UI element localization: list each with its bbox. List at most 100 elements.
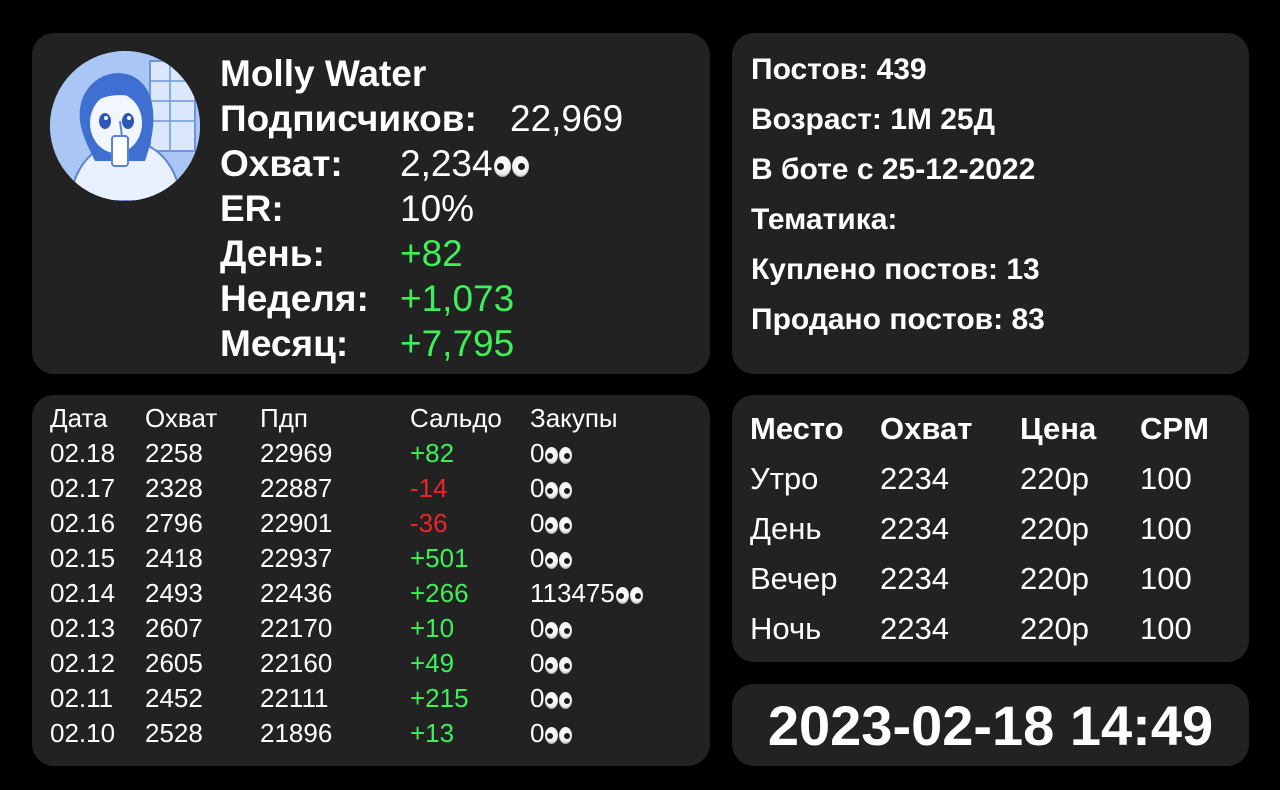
subscribers-label: Подписчиков:: [220, 98, 477, 139]
eyes-icon: [544, 481, 573, 499]
reach-value: 2,234: [400, 143, 493, 184]
history-header-date: Дата: [50, 403, 108, 433]
history-header-subs: Пдп: [260, 403, 308, 433]
date-cell: 02.17: [50, 473, 116, 503]
balance-cell: +13: [410, 718, 455, 748]
day-value: +82: [400, 233, 463, 274]
reach-cell: 2234: [880, 611, 949, 646]
week-value: +1,073: [400, 278, 515, 319]
price-header-price: Цена: [1020, 411, 1097, 446]
reach-cell: 2234: [880, 461, 949, 496]
avatar: [50, 51, 200, 201]
datetime-card: 2023-02-18 14:49: [732, 684, 1249, 766]
price-cell: 220р: [1020, 461, 1089, 496]
purchases-cell: 0: [530, 718, 573, 748]
cpm-cell: 100: [1140, 511, 1192, 546]
reach-cell: 2493: [145, 578, 203, 608]
purchases-value: 113475: [530, 578, 615, 608]
slot-cell: Утро: [750, 461, 819, 496]
date-cell: 02.10: [50, 718, 116, 748]
date-cell: 02.12: [50, 648, 116, 678]
subs-cell: 22901: [260, 508, 333, 538]
balance-cell: +215: [410, 683, 469, 713]
slot-cell: Вечер: [750, 561, 838, 596]
subscribers-value: 22,969: [510, 98, 624, 139]
reach-cell: 2607: [145, 613, 203, 643]
balance-cell: -36: [410, 508, 448, 538]
cpm-cell: 100: [1140, 611, 1192, 646]
price-header-reach: Охват: [880, 411, 973, 446]
cpm-cell: 100: [1140, 561, 1192, 596]
balance-cell: -14: [410, 473, 448, 503]
reach-label: Охват:: [220, 143, 343, 184]
month-value: +7,795: [400, 323, 515, 364]
balance-cell: +82: [410, 438, 455, 468]
reach-cell: 2258: [145, 438, 203, 468]
subs-cell: 22887: [260, 473, 333, 503]
eyes-icon: [544, 656, 573, 674]
reach-cell: 2452: [145, 683, 203, 713]
reach-cell: 2234: [880, 511, 949, 546]
reach-cell: 2528: [145, 718, 203, 748]
cpm-cell: 100: [1140, 461, 1192, 496]
purchases-cell: 0: [530, 613, 573, 643]
price-cell: 220р: [1020, 561, 1089, 596]
purchases-value: 0: [530, 508, 545, 538]
subs-cell: 22170: [260, 613, 333, 643]
purchases-cell: 0: [530, 683, 573, 713]
eyes-icon: [615, 586, 643, 604]
eyes-icon: [544, 516, 573, 534]
bought-posts: Куплено постов: 13: [751, 253, 1040, 286]
reach-cell: 2418: [145, 543, 203, 573]
eyes-icon: [544, 726, 573, 744]
channel-age: Возраст: 1М 25Д: [751, 103, 995, 136]
balance-cell: +10: [410, 613, 455, 643]
history-header-reach: Охват: [145, 403, 218, 433]
price-header-cpm: CPM: [1140, 411, 1209, 446]
topic-label: Тематика:: [751, 203, 898, 236]
purchases-value: 0: [530, 613, 545, 643]
anime-girl-avatar-image: [50, 51, 200, 201]
purchases-cell: 0: [530, 508, 573, 538]
slot-cell: День: [750, 511, 822, 546]
reach-cell: 2234: [880, 561, 949, 596]
posts-count: Постов: 439: [751, 53, 927, 86]
profile-card: Molly Water Подписчиков: 22,969 Охват: 2…: [32, 33, 710, 374]
date-cell: 02.18: [50, 438, 116, 468]
er-label: ER:: [220, 188, 284, 229]
eyes-icon: [544, 446, 573, 464]
price-header-slot: Место: [750, 411, 844, 446]
eyes-icon: [544, 551, 573, 569]
eyes-icon: [544, 691, 573, 709]
purchases-cell: 0: [530, 543, 573, 573]
purchases-cell: 113475: [530, 578, 643, 608]
date-cell: 02.16: [50, 508, 116, 538]
eyes-icon: [493, 155, 529, 177]
balance-cell: +501: [410, 543, 469, 573]
balance-cell: +266: [410, 578, 469, 608]
reach-cell: 2328: [145, 473, 203, 503]
reach-value-group: 2,234: [400, 143, 529, 185]
subs-cell: 22969: [260, 438, 333, 468]
history-table: Дата Охват Пдп Сальдо Закупы 02.18 2258 22969 +…: [32, 395, 710, 766]
purchases-value: 0: [530, 438, 545, 468]
purchases-value: 0: [530, 473, 545, 503]
date-cell: 02.13: [50, 613, 116, 643]
sold-posts: Продано постов: 83: [751, 303, 1045, 336]
eyes-icon: [544, 621, 573, 639]
subs-cell: 22436: [260, 578, 333, 608]
subs-cell: 22111: [260, 683, 329, 713]
price-cell: 220р: [1020, 511, 1089, 546]
week-label: Неделя:: [220, 278, 369, 319]
info-card: Постов: 439 Возраст: 1М 25Д В боте с 25-…: [732, 33, 1249, 374]
in-bot-since: В боте с 25-12-2022: [751, 153, 1036, 186]
price-table: Место Охват Цена CPM Утро 2234 220р 100 День 223…: [732, 395, 1249, 662]
date-cell: 02.11: [50, 683, 114, 713]
purchases-cell: 0: [530, 473, 573, 503]
purchases-cell: 0: [530, 438, 573, 468]
er-value: 10%: [400, 188, 475, 229]
purchases-value: 0: [530, 648, 545, 678]
subs-cell: 21896: [260, 718, 333, 748]
subs-cell: 22160: [260, 648, 333, 678]
history-header-balance: Сальдо: [410, 403, 502, 433]
